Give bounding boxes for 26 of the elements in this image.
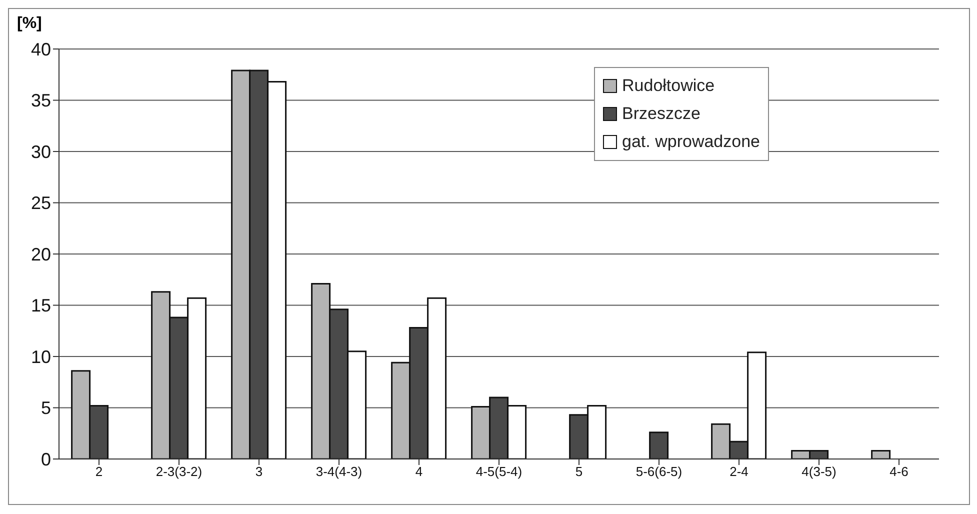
bar: [871, 450, 891, 459]
x-tick-label: 4(3-5): [802, 464, 836, 480]
x-tick-label: 4-6: [890, 464, 908, 480]
x-tick-label: 2-4: [730, 464, 748, 480]
legend-label: gat. wprowadzone: [622, 131, 760, 153]
y-tick-label: 10: [30, 346, 51, 367]
x-tick-label: 3: [255, 464, 263, 480]
y-tick-label: 40: [30, 39, 51, 60]
y-tick-label: 20: [30, 244, 51, 264]
y-tick-label: 35: [30, 90, 51, 111]
x-tick-label: 2-3(3-2): [156, 464, 202, 480]
x-tick-label: 2: [95, 464, 103, 480]
y-axis-title: [%]: [17, 15, 42, 33]
x-tick-label: 5-6(6-5): [636, 464, 682, 480]
y-tick-label: 5: [40, 398, 51, 418]
y-tick-label: 30: [30, 142, 51, 162]
y-tick-label: 15: [30, 296, 51, 316]
legend-label: Brzeszcze: [622, 103, 700, 125]
bar: [649, 432, 669, 459]
x-tick-label: 4: [415, 464, 423, 480]
y-tick-label: 0: [40, 449, 51, 470]
x-tick-label: 3-4(4-3): [316, 464, 362, 480]
y-tick-label: 25: [30, 193, 51, 214]
legend-label: Rudołtowice: [622, 75, 715, 97]
x-tick-label: 5: [575, 464, 583, 480]
x-tick-label: 4-5(5-4): [476, 464, 522, 480]
